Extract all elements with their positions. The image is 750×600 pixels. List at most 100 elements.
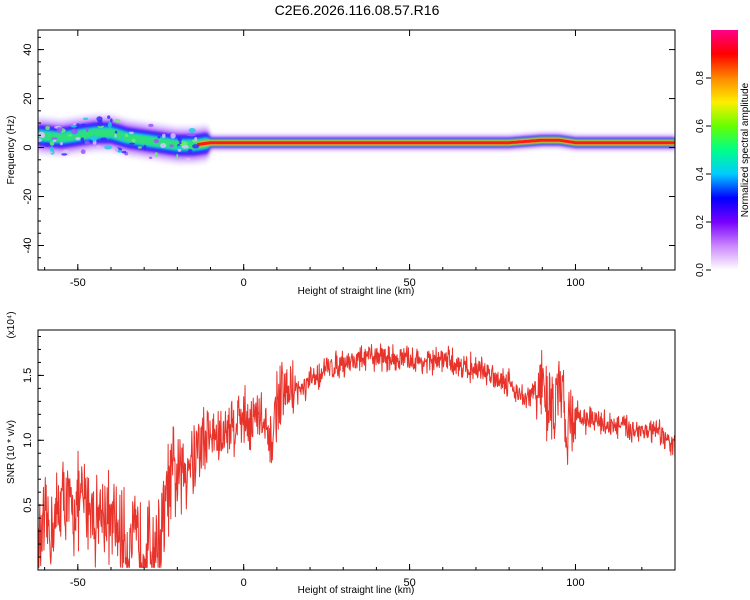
spectrogram-speckle [157, 135, 161, 139]
spectrogram-speckle [143, 144, 147, 151]
spectrogram-x-tick-label: 0 [241, 277, 247, 289]
spectrogram-speckle [60, 141, 63, 146]
spectrogram-frame [37, 29, 676, 271]
spectrogram-ticks: -50 0 50 100 -40 -20 0 20 40 [22, 30, 676, 289]
spectrogram-speckle [181, 144, 189, 149]
spectrogram-speckle [153, 138, 159, 144]
snr-x-tick-label: 100 [566, 577, 584, 589]
spectrogram-speckle [170, 133, 176, 139]
spectrogram-speckle [128, 131, 134, 134]
spectrogram-speckle [160, 143, 167, 148]
snr-y-multiplier: (x10⁴) [6, 311, 17, 338]
snr-x-axis-label: Height of straight line (km) [298, 585, 415, 596]
spectrogram-speckle [137, 146, 142, 149]
spectrogram-speckle [148, 123, 154, 128]
spectrogram-speckle [114, 147, 119, 152]
spectrogram-y-tick-label: -20 [22, 189, 34, 205]
snr-panel: -50 0 50 100 0.5 1.0 1.5 Height of straight li… [6, 311, 676, 596]
spectrogram-speckle [154, 152, 159, 158]
spectrogram-speckle [169, 144, 174, 148]
colorbar-tick-label: 0.6 [695, 119, 706, 133]
spectrogram-speckle [177, 148, 182, 152]
spectrogram-speckle [192, 144, 200, 149]
spectrogram-speckle [45, 125, 50, 131]
spectrogram-speckle [107, 121, 112, 128]
spectrogram-speckle [75, 137, 81, 141]
spectrogram-speckle [188, 133, 196, 137]
spectrogram-speckle [129, 142, 135, 145]
colorbar-label: Normalized spectral amplitude [740, 82, 750, 217]
colorbar-ticks: 0.0 0.2 0.4 0.6 0.8 [695, 71, 711, 277]
spectrogram-speckle [80, 149, 86, 155]
spectrogram-speckle [95, 145, 102, 149]
spectrogram-speckle [100, 137, 108, 142]
spectrogram-y-tick-label: 0 [22, 144, 34, 150]
spectrogram-speckle [84, 140, 90, 145]
snr-series-line [38, 343, 675, 568]
snr-x-tick-label: -50 [70, 577, 86, 589]
spectrogram-speckle [49, 146, 55, 152]
spectrogram-speckle [80, 137, 85, 143]
spectrogram-speckle [192, 139, 196, 143]
spectrogram-speckle [51, 137, 58, 140]
colorbar-gradient [711, 30, 738, 270]
spectrogram-speckle [49, 141, 55, 146]
spectrogram-speckle [86, 127, 89, 133]
snr-ticks: -50 0 50 100 0.5 1.0 1.5 [22, 335, 676, 589]
colorbar: 0.0 0.2 0.4 0.6 0.8 Normalized spectral ampl… [695, 30, 750, 277]
spectrogram-panel: -50 0 50 100 -40 -20 0 20 40 Height of straight … [6, 29, 676, 297]
spectrogram-speckle [162, 133, 166, 139]
spectrogram-speckle [68, 134, 72, 137]
spectrogram-speckle [114, 133, 117, 138]
snr-y-tick-label: 1.0 [22, 433, 34, 448]
spectrogram-speckle [107, 115, 111, 119]
snr-y-tick-label: 0.5 [22, 497, 34, 512]
spectrogram-speckle [121, 150, 127, 154]
spectrogram-speckle [131, 138, 136, 143]
spectrogram-speckle [44, 142, 50, 147]
spectrogram-speckle [176, 153, 179, 160]
snr-y-axis-label: SNR (10 * v/v) [6, 420, 17, 484]
spectrogram-speckle [70, 124, 77, 128]
colorbar-tick-label: 0.8 [695, 71, 706, 85]
spectrogram-x-tick-label: -50 [70, 277, 86, 289]
spectrogram-y-tick-label: -40 [22, 238, 34, 254]
colorbar-tick-label: 0.2 [695, 215, 706, 229]
snr-x-tick-label: 50 [403, 577, 415, 589]
spectrogram-speckle [179, 141, 182, 145]
spectrogram-speckle [70, 128, 79, 135]
spectrogram-x-tick-label: 100 [566, 277, 584, 289]
spectrogram-x-axis-label: Height of straight line (km) [298, 286, 415, 297]
spectrogram-speckle [97, 120, 101, 126]
spectrogram-speckle [90, 135, 98, 141]
snr-plot-area [38, 330, 675, 570]
snr-y-tick-label: 1.5 [22, 368, 34, 383]
spectrogram-speckle [104, 145, 112, 150]
spectrogram-y-tick-label: 20 [22, 92, 34, 104]
spectrogram-speckle [40, 133, 45, 138]
spectrogram-speckle [114, 130, 118, 134]
spectrogram-speckle [96, 116, 103, 122]
spectrogram-y-tick-label: 40 [22, 43, 34, 55]
spectrogram-speckle [76, 123, 80, 128]
spectrogram-y-axis-label: Frequency (Hz) [6, 116, 17, 185]
spectrogram-speckle [187, 149, 193, 154]
colorbar-tick-label: 0.4 [695, 167, 706, 181]
spectrogram-speckle [125, 133, 128, 137]
spectrogram-speckle [120, 136, 124, 142]
spectrogram-speckle [186, 158, 191, 161]
spectrogram-speckle [56, 126, 63, 133]
chart-title: C2E6.2026.116.08.57.R16 [275, 2, 440, 18]
spectrogram-ridge [197, 138, 675, 147]
spectrogram-speckle [179, 141, 188, 146]
spectrogram-x-tick-label: 50 [403, 277, 415, 289]
colorbar-tick-label: 0.0 [695, 263, 706, 277]
spectrogram-speckle [80, 123, 87, 127]
snr-x-tick-label: 0 [241, 577, 247, 589]
spectrogram-speckle [117, 150, 123, 153]
spectrogram-speckle [82, 117, 89, 121]
spectrogram-speckle [110, 118, 113, 123]
snr-frame [37, 329, 676, 571]
spectrogram-speckle [114, 118, 121, 123]
